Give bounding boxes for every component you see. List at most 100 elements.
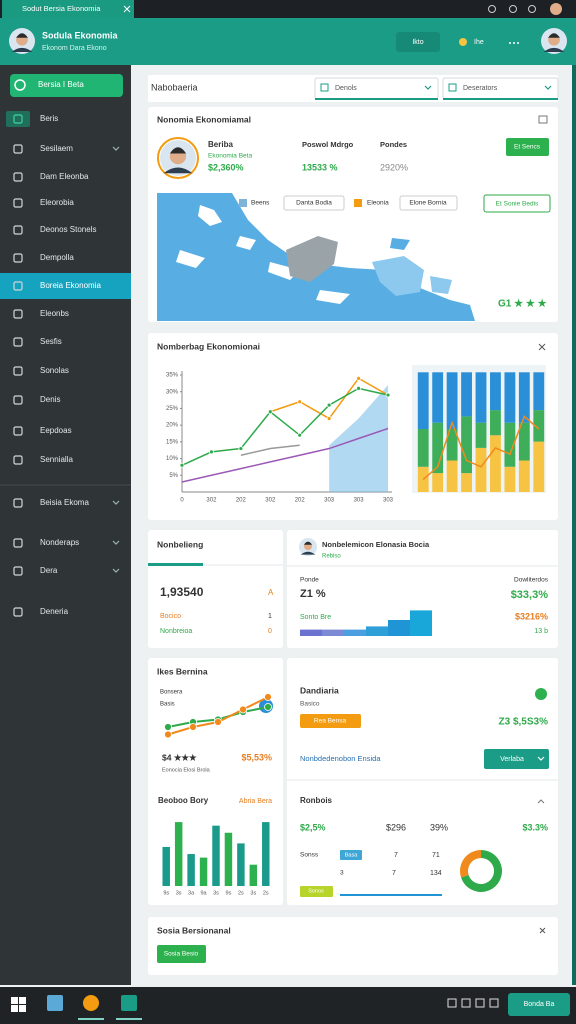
taskbar-button[interactable] xyxy=(508,993,570,1016)
point xyxy=(385,392,391,398)
bar-segment xyxy=(533,372,545,411)
header xyxy=(0,18,576,65)
sidebar-item[interactable]: Dera xyxy=(40,566,58,575)
sidebar-item[interactable]: Sesfis xyxy=(40,337,62,346)
summary-row-value: 0 xyxy=(268,628,272,635)
sidebar-item[interactable]: Eepdoas xyxy=(40,426,72,435)
edge-strip xyxy=(572,65,576,985)
taskbar-app[interactable] xyxy=(47,995,63,1011)
tab[interactable] xyxy=(2,0,134,18)
details-button[interactable] xyxy=(484,749,549,769)
sidebar-icon xyxy=(13,281,23,291)
point xyxy=(238,446,244,451)
dropdown[interactable] xyxy=(442,77,559,100)
legend-button[interactable] xyxy=(483,194,551,213)
sidebar-item[interactable]: Deonos Stonels xyxy=(40,225,96,234)
taskbar-app[interactable] xyxy=(121,995,137,1011)
sidebar-brand-label: Bersia I Beta xyxy=(38,80,84,89)
taskbar-underline xyxy=(78,1018,104,1020)
dropdown[interactable] xyxy=(314,77,439,100)
sidebar-item[interactable]: Beris xyxy=(40,114,58,123)
x-tick-label: 9a xyxy=(200,890,207,896)
tray-icon xyxy=(475,998,485,1008)
x-tick-label: 2s xyxy=(238,890,244,896)
bar-segment xyxy=(475,447,487,492)
bar xyxy=(262,822,270,886)
legend-label: Beens xyxy=(251,200,270,207)
y-tick-label: 25% xyxy=(166,406,179,412)
card-title: Ikes Bernina xyxy=(157,666,208,676)
sidebar-item[interactable]: Sonolas xyxy=(40,366,69,375)
sidebar-item[interactable]: Nonderaps xyxy=(40,538,79,547)
header-button[interactable] xyxy=(396,32,440,52)
start-icon[interactable] xyxy=(19,997,26,1004)
bar-segment xyxy=(504,422,516,467)
sidebar-brand[interactable] xyxy=(10,74,123,97)
legend-label: Danta Bodia xyxy=(296,200,332,207)
avatar-hair xyxy=(303,541,313,545)
bar xyxy=(249,864,258,886)
card xyxy=(148,917,558,975)
bar-segment xyxy=(518,422,530,461)
tab-bar xyxy=(0,0,576,18)
bar-segment xyxy=(446,460,458,492)
start-icon[interactable] xyxy=(11,997,18,1004)
profile-row-label: Sonto Bre xyxy=(300,614,331,621)
sidebar-item[interactable]: Sesilaem xyxy=(40,144,73,153)
legend-label: Bonsera xyxy=(160,690,183,696)
menu-dot xyxy=(517,42,519,44)
point xyxy=(239,705,247,714)
bar-segment xyxy=(417,372,429,429)
footer-button[interactable] xyxy=(157,945,206,963)
legend-label: Elone Bornia xyxy=(409,200,447,207)
person-name: Beriba xyxy=(208,140,233,149)
sidebar-icon xyxy=(13,607,23,617)
line xyxy=(240,444,300,456)
point xyxy=(164,723,172,731)
sidebar-item[interactable]: Dempolla xyxy=(40,253,74,262)
map-region xyxy=(372,256,452,296)
sidebar-icon xyxy=(13,538,23,548)
bar-segment xyxy=(417,429,429,467)
stat-value: 2920% xyxy=(380,162,408,172)
sidebar-item[interactable]: Dam Eleonba xyxy=(40,172,89,181)
sidebar-item[interactable]: Eleonbs xyxy=(40,309,69,318)
sidebar-item[interactable]: Beisia Ekoma xyxy=(40,498,89,507)
sidebar-item[interactable]: Deneria xyxy=(40,607,69,616)
menu-dot xyxy=(509,42,511,44)
bar xyxy=(344,629,366,636)
taskbar-app xyxy=(83,995,99,1011)
point xyxy=(264,703,272,711)
results-cell: 71 xyxy=(432,852,440,859)
avatar-suit xyxy=(300,551,316,555)
card-title: Dandiaria xyxy=(300,685,339,695)
details-button-label: Verlaba xyxy=(500,756,524,763)
start-icon[interactable] xyxy=(19,1005,26,1012)
sidebar-item[interactable]: Boreia Ekonomia xyxy=(40,281,101,290)
sidebar-item[interactable]: Denis xyxy=(40,395,60,404)
bar xyxy=(212,825,220,886)
header-user: Ihe xyxy=(474,39,484,46)
results-cell: 7 xyxy=(392,870,396,877)
map-rating: G1 ★ ★ ★ xyxy=(498,299,547,310)
x-tick-label: 3s xyxy=(250,890,256,896)
stat-label: Pondes xyxy=(380,140,407,149)
chevron xyxy=(544,85,552,90)
sidebar-item[interactable]: Eleorobia xyxy=(40,198,74,207)
avatar-suit xyxy=(543,47,565,53)
results-cell: 134 xyxy=(430,870,442,877)
y-tick-label: 20% xyxy=(166,423,179,429)
start-icon[interactable] xyxy=(11,1005,18,1012)
card-title: Nonbelieng xyxy=(157,539,203,549)
bar xyxy=(174,822,183,886)
sidebar-item[interactable]: Sennialla xyxy=(40,455,73,464)
x-tick-label: 302 xyxy=(206,498,217,504)
summary-row-label: Nonbreioa xyxy=(160,628,192,635)
overview-button[interactable] xyxy=(506,138,549,156)
details-link[interactable]: Nonbdedenobon Ensida xyxy=(300,754,381,763)
x-tick-label: 3s xyxy=(176,890,182,896)
y-tick-label: 30% xyxy=(166,389,179,395)
x-tick-label: 9s xyxy=(163,890,169,896)
header-icon xyxy=(459,38,467,46)
